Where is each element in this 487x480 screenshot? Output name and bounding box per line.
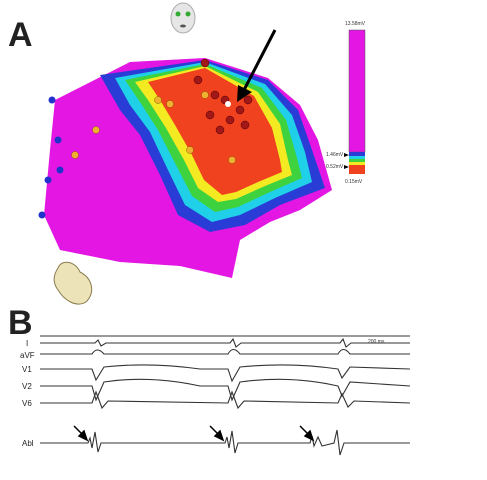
lead-label: V2 <box>22 382 32 391</box>
colorbar-label: 1.46mV <box>326 152 344 158</box>
colorbar <box>348 29 366 174</box>
ecg-traces <box>40 337 411 456</box>
colorbar-label: 0.15mV <box>345 179 363 185</box>
colorbar-label: 13.58mV <box>345 21 366 27</box>
lead-label: Abl <box>22 439 34 448</box>
lead-label: V1 <box>22 365 32 374</box>
colorbar-label: 0.52mV <box>326 164 344 170</box>
lead-label: aVF <box>20 351 35 360</box>
lead-label: I <box>26 339 28 348</box>
activation-arrows <box>73 425 315 442</box>
arrowhead <box>237 85 252 102</box>
heart-icon <box>53 261 93 305</box>
panel-label: A <box>8 16 33 54</box>
voltage-map <box>38 58 332 278</box>
scale-label: 200 ms <box>368 339 385 345</box>
panel-label: B <box>8 304 33 342</box>
lead-label: V6 <box>22 399 32 408</box>
arrow <box>241 29 277 93</box>
orientation-icon <box>170 2 196 34</box>
